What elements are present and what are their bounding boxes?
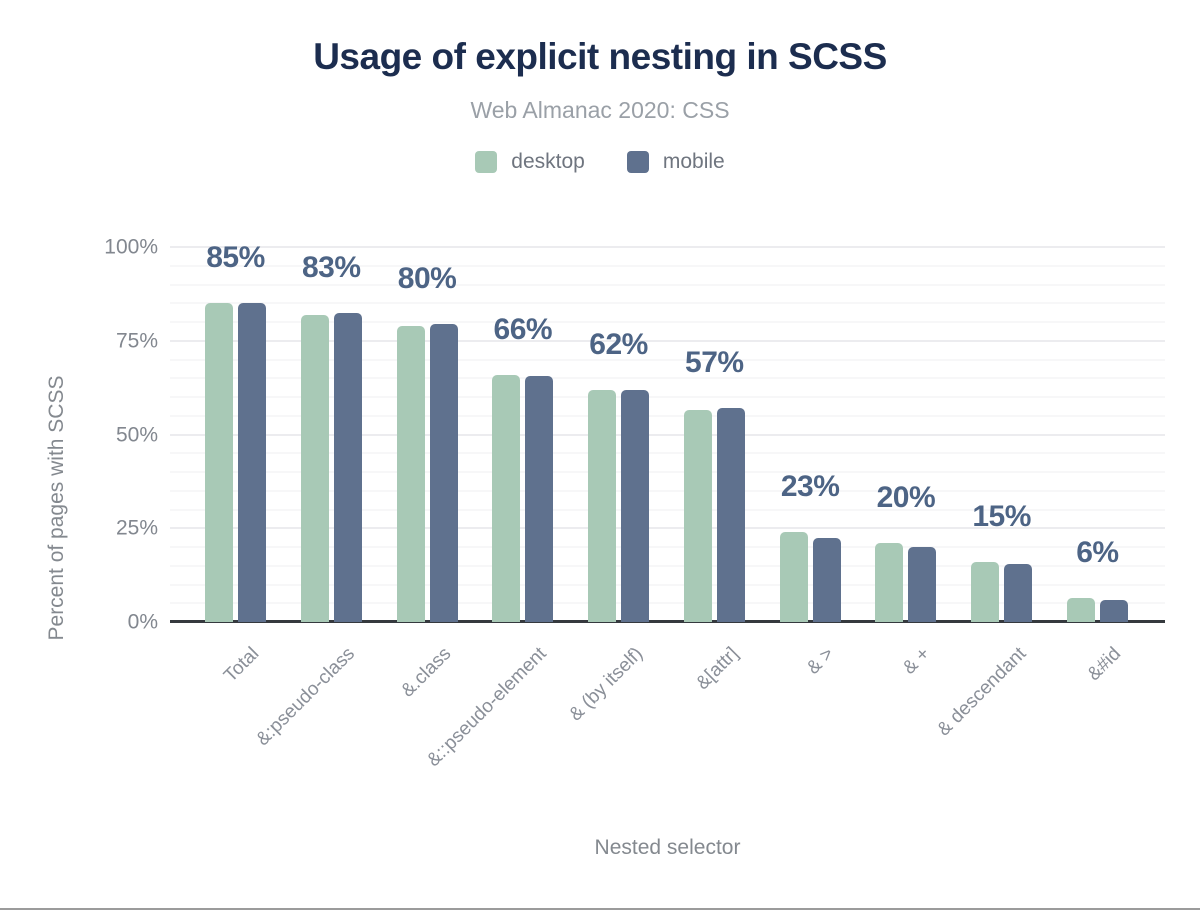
bar-value-label: 83% [301, 250, 361, 284]
bar-mobile [716, 408, 745, 622]
x-category-label: &.class [397, 643, 456, 702]
y-tick-label: 100% [104, 235, 158, 259]
y-tick-label: 50% [115, 423, 158, 446]
gridline-25 [170, 527, 1165, 530]
bar-value-label: 15% [972, 500, 1031, 533]
bar-desktop [492, 374, 521, 622]
gridline-35 [170, 489, 1165, 492]
bar-mobile [1004, 563, 1033, 622]
bar-mobile [238, 303, 266, 622]
legend-swatch-desktop [475, 151, 498, 173]
gridline-5 [170, 602, 1165, 605]
gridline-65 [170, 377, 1165, 380]
bar-mobile [621, 389, 650, 622]
bar-mobile [525, 376, 554, 622]
bar-desktop [875, 543, 904, 622]
legend-item-mobile: mobile [626, 150, 725, 174]
bar-desktop [396, 325, 425, 622]
bar-value-label: 62% [589, 327, 648, 361]
gridline-70 [170, 358, 1165, 361]
legend-swatch-mobile [626, 151, 649, 173]
bar-group: 62% [588, 247, 650, 622]
bar-desktop [1066, 597, 1095, 622]
gridline-45 [170, 452, 1165, 455]
gridline-55 [170, 414, 1165, 417]
gridline-100 [170, 246, 1165, 248]
gridline-85 [170, 302, 1165, 305]
bar-value-label: 80% [397, 261, 457, 295]
bar-groups: 85% 83% 80% 66% 62% 57% 23% 20% 15% 6% [205, 243, 1128, 622]
gridline-75 [170, 339, 1165, 342]
bar-value-label: 57% [685, 346, 744, 380]
y-tick-label: 75% [115, 329, 158, 353]
x-category-label: Total [220, 643, 264, 687]
bar-group: 83% [300, 247, 362, 622]
legend-label: mobile [662, 150, 725, 173]
y-axis-ticks: 0% 25% 50% 75% 100% [70, 237, 158, 633]
bar-value-label: 6% [1076, 535, 1119, 569]
bar-group: 23% [779, 247, 841, 622]
gridline-40 [170, 471, 1165, 473]
bar-group: 57% [683, 247, 745, 622]
bar-mobile [333, 312, 362, 622]
legend-item-desktop: desktop [475, 150, 585, 174]
bar-group: 15% [971, 247, 1033, 622]
y-axis-title: Percent of pages with SCSS [45, 375, 68, 641]
gridline-50 [170, 433, 1165, 436]
y-tick-label: 25% [115, 516, 158, 540]
gridline-90 [170, 283, 1165, 286]
bar-group: 6% [1066, 247, 1128, 622]
bar-group: 80% [396, 247, 458, 622]
x-category-label: &#id [1083, 643, 1126, 686]
gridline-30 [170, 508, 1165, 511]
gridline-20 [170, 546, 1165, 548]
gridline-95 [170, 264, 1165, 267]
bar-group: 20% [875, 247, 937, 622]
x-category-label: & + [898, 643, 935, 679]
bar-desktop [205, 303, 233, 622]
x-category-label: & descendant [932, 643, 1030, 741]
x-category-label: & (by itself) [564, 643, 647, 726]
bar-value-label: 85% [206, 241, 265, 275]
legend-label: desktop [511, 150, 585, 173]
x-axis-title: Nested selector [594, 836, 741, 859]
chart-subtitle: Web Almanac 2020: CSS [470, 97, 730, 123]
bar-group: 85% [205, 243, 266, 622]
bar-mobile [812, 537, 841, 622]
bar-value-label: 20% [876, 481, 936, 515]
gridline-10 [170, 583, 1165, 586]
bar-desktop [300, 314, 329, 622]
legend: desktop mobile [0, 150, 1200, 174]
bar-value-label: 66% [493, 312, 553, 346]
chart-title: Usage of explicit nesting in SCSS [313, 36, 887, 77]
y-tick-label: 0% [127, 610, 158, 634]
bar-value-label: 23% [780, 470, 840, 503]
bar-desktop [588, 389, 617, 622]
bar-mobile [1099, 599, 1128, 622]
x-category-label: &[attr] [691, 643, 743, 694]
plot-area: 85% 83% 80% 66% 62% 57% 23% 20% 15% 6% [170, 243, 1165, 623]
gridline-80 [170, 321, 1165, 323]
gridline-15 [170, 564, 1165, 567]
x-category-label: &:pseudo-class [252, 643, 360, 750]
bar-group: 66% [492, 247, 554, 622]
bar-desktop [779, 532, 808, 622]
bar-desktop [683, 410, 712, 622]
x-axis-baseline [170, 620, 1165, 623]
bar-mobile [908, 547, 937, 622]
gridline-60 [170, 396, 1165, 398]
bar-desktop [971, 562, 1000, 622]
bar-mobile [429, 323, 458, 622]
x-category-label: & > [802, 643, 839, 679]
